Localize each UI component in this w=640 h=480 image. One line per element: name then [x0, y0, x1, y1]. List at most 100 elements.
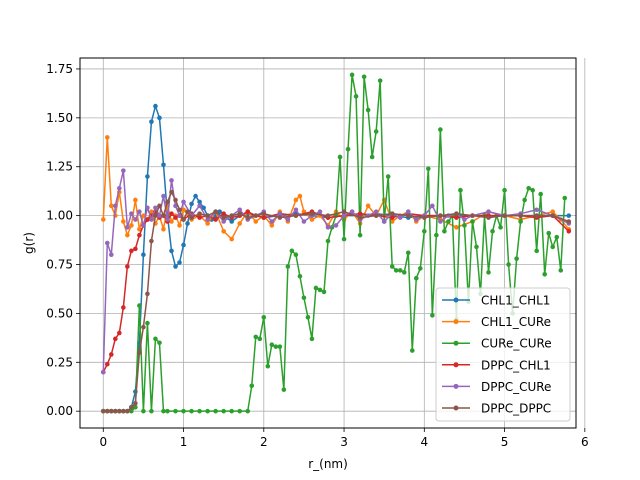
data-point-dppc-dppc [486, 215, 491, 220]
data-point-cure-cure [141, 408, 146, 414]
data-point-dppc-chl1 [245, 209, 251, 215]
data-point-dppc-dppc [185, 209, 190, 215]
data-point-cure-cure [345, 146, 351, 152]
data-point-chl1-chl1 [145, 174, 150, 179]
data-point-chl1-cure [205, 221, 210, 226]
data-point-dppc-dppc [253, 213, 259, 218]
data-point-cure-cure [377, 78, 383, 83]
data-point-dppc-dppc [389, 211, 395, 216]
data-point-dppc-dppc [229, 213, 234, 218]
data-point-chl1-cure [100, 217, 106, 222]
data-point-dppc-chl1 [104, 361, 110, 367]
data-point-dppc-cure [153, 205, 158, 211]
data-point-chl1-cure [229, 236, 234, 242]
data-point-cure-cure [446, 219, 451, 224]
y-tick-label: 1.50 [46, 111, 73, 125]
y-tick-label: 1.25 [46, 160, 73, 174]
data-point-dppc-cure [100, 369, 106, 375]
data-point-cure-cure [385, 174, 391, 179]
data-point-dppc-dppc [161, 213, 166, 218]
data-point-dppc-dppc [534, 213, 539, 218]
data-point-chl1-cure [253, 219, 259, 224]
data-point-dppc-cure [109, 252, 114, 258]
legend-entry-chl1-cure: CHL1_CURe [442, 315, 551, 329]
legend-entry-cure-cure: CURe_CURe [442, 337, 552, 351]
data-point-chl1-chl1 [169, 248, 174, 254]
data-point-cure-cure [530, 187, 535, 193]
data-point-dppc-cure [161, 193, 166, 199]
data-point-chl1-cure [221, 228, 226, 234]
data-point-dppc-cure [325, 225, 331, 230]
data-point-cure-cure [506, 262, 511, 267]
data-point-chl1-chl1 [197, 199, 202, 205]
data-point-dppc-dppc [197, 211, 202, 216]
data-point-cure-cure [309, 336, 315, 342]
y-tick-label: 0.50 [46, 306, 73, 320]
data-point-dppc-chl1 [389, 215, 395, 220]
data-point-cure-cure [538, 191, 543, 197]
data-point-dppc-cure [293, 207, 299, 213]
data-point-dppc-chl1 [145, 217, 150, 222]
data-point-dppc-dppc [165, 199, 170, 205]
data-point-cure-cure [149, 408, 154, 414]
data-point-dppc-dppc [566, 219, 572, 224]
data-point-chl1-cure [365, 203, 371, 209]
data-point-chl1-chl1 [217, 209, 222, 215]
x-tick-label: 3 [340, 435, 348, 449]
data-point-chl1-cure [149, 209, 154, 215]
data-point-dppc-dppc [373, 213, 379, 218]
y-axis-label: g(r) [22, 232, 36, 254]
data-point-chl1-cure [269, 223, 275, 228]
data-point-dppc-cure [149, 217, 154, 222]
data-point-dppc-cure [373, 209, 379, 215]
data-point-dppc-cure [301, 219, 307, 224]
data-point-cure-cure [522, 197, 527, 203]
data-point-cure-cure [189, 408, 194, 414]
legend-swatch-marker [453, 383, 459, 389]
data-point-dppc-dppc [173, 197, 178, 203]
data-point-dppc-cure [237, 207, 243, 213]
data-point-cure-cure [546, 230, 552, 236]
data-point-chl1-chl1 [189, 201, 194, 207]
data-point-chl1-cure [389, 219, 395, 224]
data-point-cure-cure [325, 238, 331, 244]
data-point-cure-cure [337, 154, 343, 160]
data-point-chl1-cure [109, 203, 114, 209]
data-point-cure-cure [558, 268, 564, 273]
data-point-dppc-dppc [100, 408, 106, 414]
y-tick-label: 1.75 [46, 62, 73, 76]
data-point-cure-cure [518, 219, 523, 224]
data-point-dppc-dppc [422, 215, 427, 220]
x-tick-label: 1 [180, 435, 188, 449]
data-point-dppc-dppc [205, 213, 210, 218]
data-point-cure-cure [129, 408, 134, 414]
data-point-dppc-dppc [221, 215, 226, 220]
data-point-dppc-dppc [454, 211, 459, 216]
data-point-cure-cure [413, 275, 419, 281]
data-point-cure-cure [289, 248, 295, 254]
data-point-dppc-dppc [325, 213, 331, 218]
data-point-dppc-dppc [438, 213, 443, 218]
series-dppc-dppc [100, 189, 572, 414]
data-point-cure-cure [562, 195, 568, 201]
data-point-chl1-cure [125, 232, 130, 238]
data-point-dppc-dppc [149, 238, 154, 244]
data-point-cure-cure [430, 313, 435, 318]
data-point-dppc-cure [341, 213, 347, 218]
data-point-cure-cure [305, 315, 311, 320]
data-point-cure-cure [293, 252, 299, 258]
data-point-chl1-cure [104, 135, 110, 140]
data-point-chl1-chl1 [566, 213, 572, 218]
data-point-dppc-dppc [177, 207, 182, 213]
data-point-cure-cure [145, 320, 150, 326]
data-point-cure-cure [181, 408, 186, 414]
data-point-cure-cure [229, 408, 234, 414]
data-point-dppc-cure [205, 217, 210, 222]
data-point-dppc-dppc [261, 211, 267, 216]
legend-label: DPPC_CHL1 [481, 358, 551, 372]
data-point-cure-cure [393, 268, 399, 273]
legend-label: DPPC_DPPC [481, 402, 551, 416]
plot-frame [79, 57, 577, 429]
data-point-cure-cure [301, 295, 307, 301]
data-point-cure-cure [389, 264, 395, 269]
